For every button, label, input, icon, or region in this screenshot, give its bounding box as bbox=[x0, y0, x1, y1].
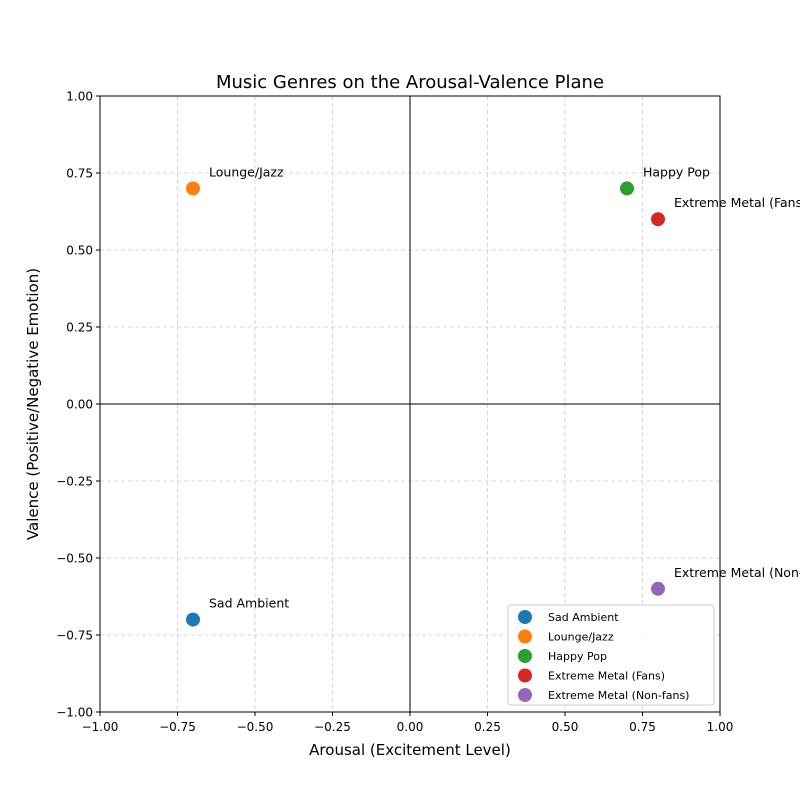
y-tick-label: −0.50 bbox=[56, 551, 93, 565]
point-annotation: Extreme Metal (Non-fans) bbox=[674, 565, 800, 580]
y-axis-ticks: −1.00 −0.75 −0.50 −0.25 0.00 0.25 0.50 0.75 1.00 bbox=[56, 89, 100, 719]
legend-label: Extreme Metal (Fans) bbox=[548, 670, 665, 683]
y-tick-label: 0.00 bbox=[66, 397, 93, 411]
legend-marker bbox=[518, 610, 532, 624]
data-point bbox=[620, 181, 634, 196]
legend-marker bbox=[518, 688, 532, 702]
legend-items: Sad Ambient Lounge/Jazz Happy Pop Extreme M… bbox=[518, 610, 689, 702]
y-tick-label: 1.00 bbox=[66, 89, 93, 103]
legend-label: Extreme Metal (Non-fans) bbox=[548, 689, 689, 702]
x-tick-label: 0.75 bbox=[629, 720, 656, 734]
x-tick-label: −0.25 bbox=[314, 720, 351, 734]
data-point bbox=[651, 212, 665, 227]
x-tick-label: 1.00 bbox=[707, 720, 734, 734]
point-annotation: Extreme Metal (Fans) bbox=[674, 195, 800, 210]
zero-lines bbox=[100, 96, 720, 712]
data-point bbox=[651, 581, 665, 596]
legend: Sad Ambient Lounge/Jazz Happy Pop Extreme M… bbox=[507, 604, 715, 706]
x-tick-label: 0.25 bbox=[474, 720, 501, 734]
chart-title: Music Genres on the Arousal-Valence Plan… bbox=[216, 72, 604, 93]
y-tick-label: −0.25 bbox=[56, 474, 93, 488]
legend-label: Happy Pop bbox=[548, 650, 607, 663]
x-tick-label: −0.75 bbox=[159, 720, 196, 734]
point-annotation: Happy Pop bbox=[643, 164, 710, 179]
x-tick-label: 0.00 bbox=[397, 720, 424, 734]
legend-marker bbox=[518, 629, 532, 644]
y-tick-label: 0.50 bbox=[66, 243, 93, 257]
legend-label: Lounge/Jazz bbox=[548, 631, 614, 644]
x-tick-label: −0.50 bbox=[237, 720, 274, 734]
point-annotation: Sad Ambient bbox=[209, 596, 289, 611]
legend-marker bbox=[518, 668, 532, 683]
y-tick-label: 0.25 bbox=[66, 320, 93, 334]
point-annotation: Lounge/Jazz bbox=[209, 164, 284, 179]
y-axis-label: Valence (Positive/Negative Emotion) bbox=[24, 268, 42, 540]
data-point bbox=[186, 612, 200, 627]
x-tick-label: −1.00 bbox=[82, 720, 119, 734]
y-tick-label: −0.75 bbox=[56, 628, 93, 642]
data-points bbox=[186, 181, 665, 627]
x-axis-ticks: −1.00 −0.75 −0.50 −0.25 0.00 0.25 0.50 0.75 1.00 bbox=[82, 712, 734, 734]
y-tick-label: 0.75 bbox=[66, 166, 93, 180]
x-axis-label: Arousal (Excitement Level) bbox=[309, 741, 511, 759]
legend-box bbox=[507, 604, 715, 706]
x-tick-label: 0.50 bbox=[552, 720, 579, 734]
y-tick-label: −1.00 bbox=[56, 705, 93, 719]
legend-label: Sad Ambient bbox=[548, 611, 619, 624]
data-point bbox=[186, 181, 200, 196]
legend-marker bbox=[518, 649, 532, 663]
point-annotations: Sad Ambient Lounge/Jazz Happy Pop Extreme M… bbox=[209, 164, 800, 610]
